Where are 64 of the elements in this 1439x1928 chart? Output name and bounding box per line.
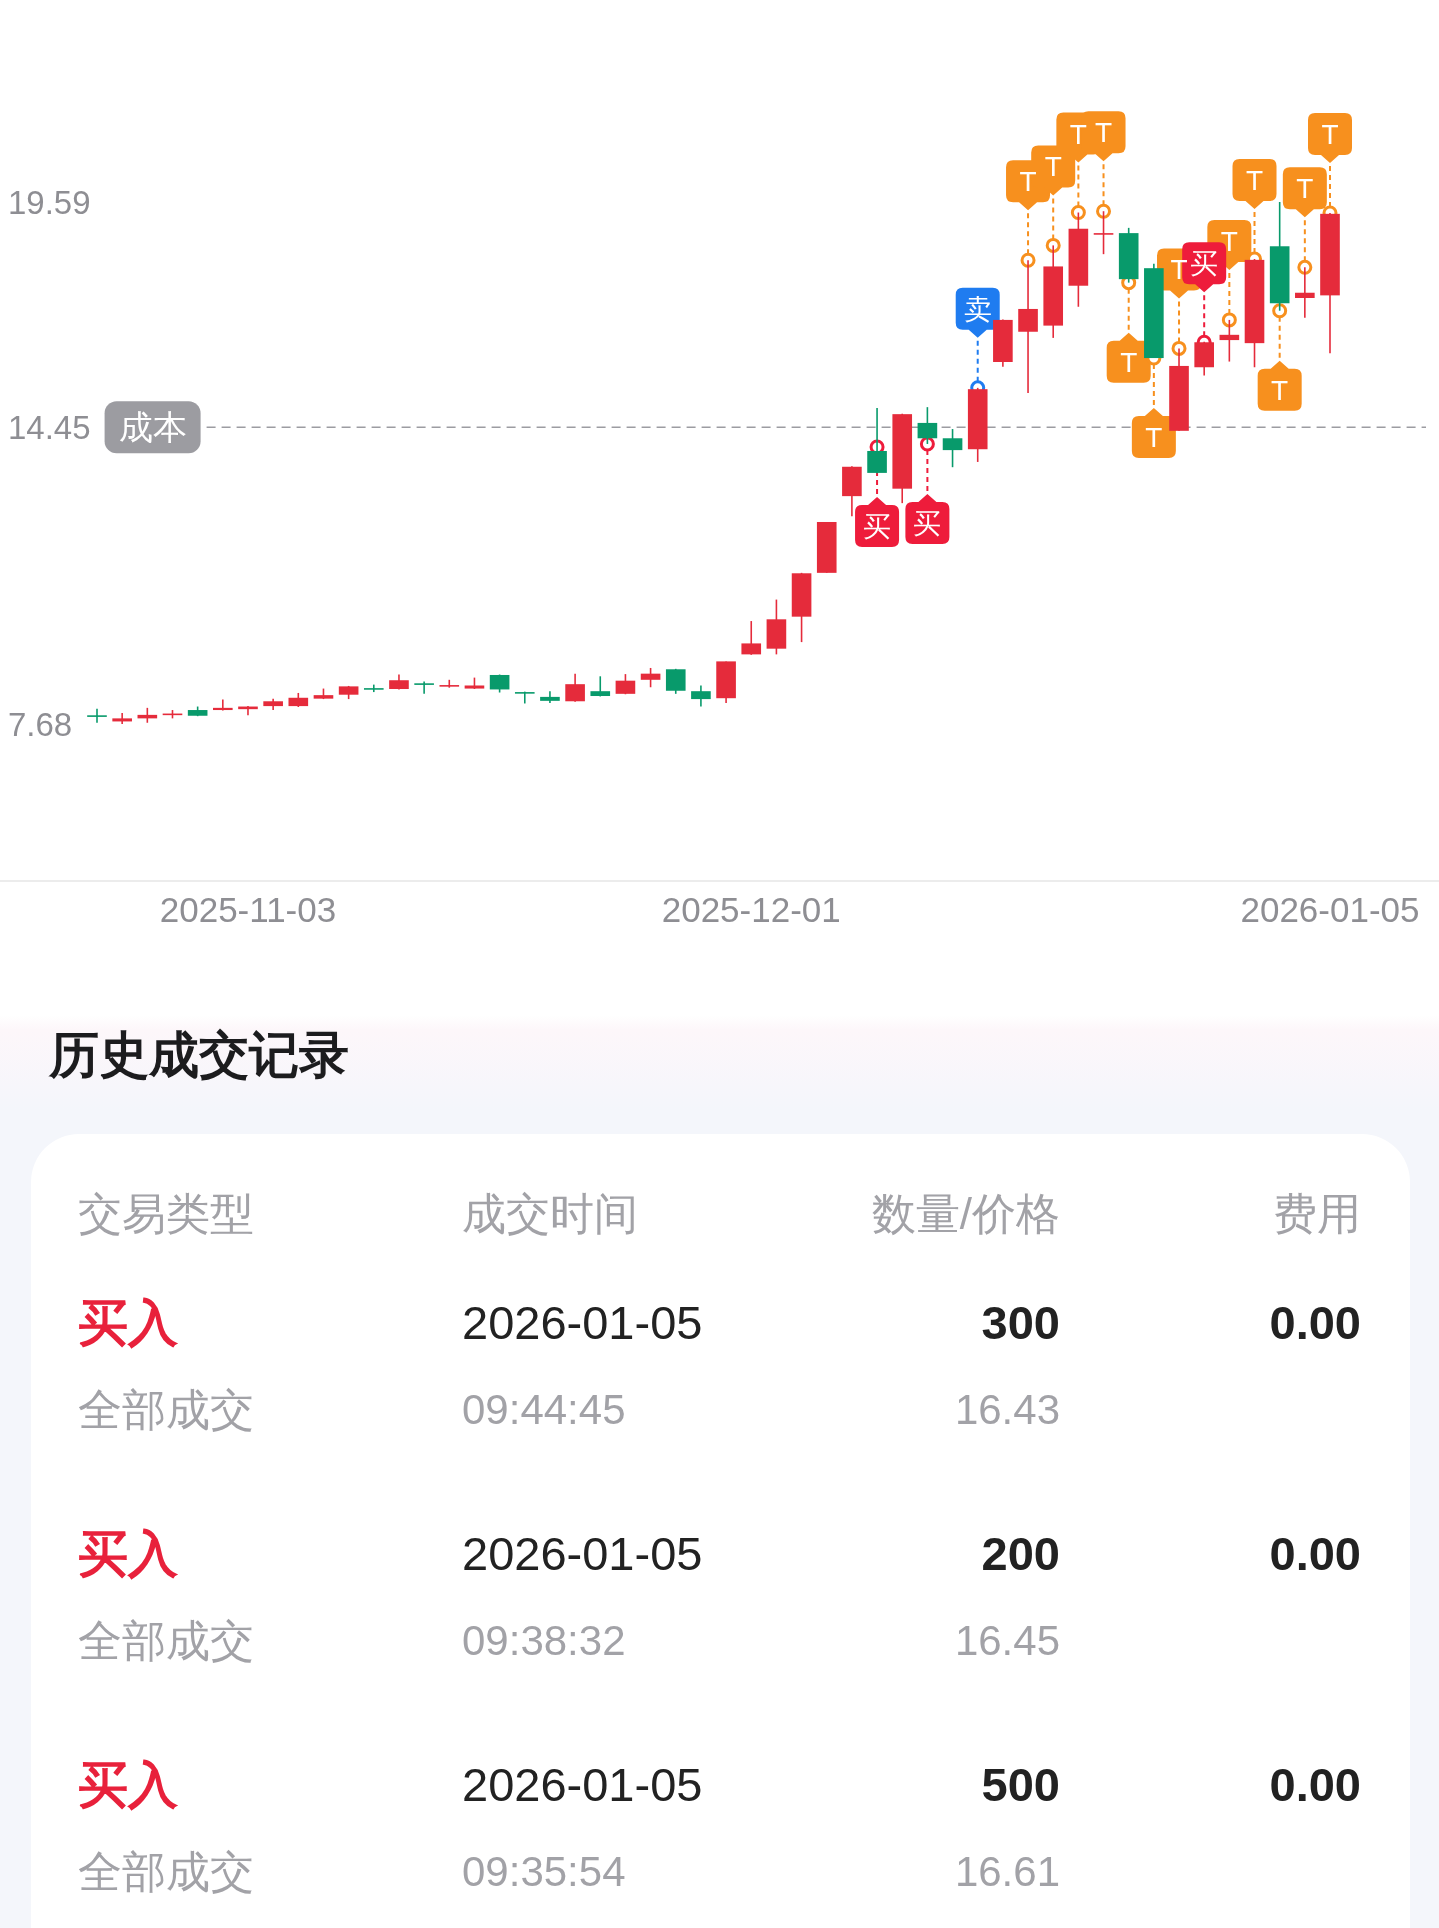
text: 买入: [78, 1294, 178, 1353]
y-tick-label: 14.45: [8, 409, 91, 447]
point: [1272, 303, 1288, 319]
text: 0.00: [1269, 1756, 1361, 1813]
candlestick: [640, 667, 661, 689]
candlestick: [514, 690, 535, 705]
text: 费用: [1273, 1187, 1361, 1240]
candlestick: [665, 668, 686, 695]
text: 16.43: [954, 1384, 1060, 1435]
text: 0.00: [1269, 1525, 1361, 1582]
text: 全部成交: [78, 1614, 254, 1667]
y-tick-label: 19.59: [8, 184, 91, 221]
candlestick: [414, 680, 434, 695]
data-label: T: [1069, 118, 1087, 150]
data-label: T: [1019, 166, 1037, 198]
x-tick-label: 2025-11-03: [159, 890, 337, 929]
text: 16.45: [954, 1615, 1060, 1666]
point: [1096, 203, 1112, 219]
point: [1070, 205, 1086, 221]
candlestick: [691, 684, 711, 708]
text: 500: [981, 1756, 1060, 1813]
text: 300: [981, 1294, 1060, 1351]
text: 全部成交: [78, 1845, 254, 1898]
y-tick-label: 7.68: [8, 706, 73, 744]
candlestick: [565, 672, 585, 703]
data-label: 卖: [963, 293, 992, 325]
data-label: T: [1296, 173, 1314, 205]
data-label: T: [1321, 118, 1339, 150]
text: 成交时间: [462, 1187, 638, 1240]
text: 0.00: [1269, 1294, 1361, 1351]
data-label: 买: [1190, 248, 1219, 280]
candlestick: [741, 620, 762, 656]
text: 历史成交记录: [49, 1026, 349, 1085]
data-label: 买: [913, 507, 942, 539]
text: 买入: [78, 1756, 178, 1815]
ref-line-label: 成本: [118, 408, 187, 447]
text: 数量/价格: [871, 1187, 1060, 1240]
candlestick: [439, 679, 460, 689]
text: 16.61: [954, 1846, 1060, 1897]
data-label: T: [1170, 254, 1188, 286]
data-label: T: [1220, 225, 1238, 257]
text: 200: [981, 1525, 1060, 1582]
data-label: T: [1245, 164, 1264, 196]
text: 09:38:32: [462, 1615, 626, 1666]
text: 全部成交: [78, 1383, 254, 1436]
text: 买入: [78, 1525, 178, 1584]
text: 2026-01-05: [462, 1756, 703, 1813]
data-label: T: [1094, 117, 1113, 149]
candlestick: [87, 707, 107, 724]
text: 09:44:45: [462, 1384, 626, 1435]
point: [1221, 312, 1237, 328]
x-tick-label: 2025-12-01: [661, 890, 841, 929]
text: 交易类型: [78, 1187, 254, 1240]
data-label: T: [1044, 151, 1062, 183]
text: 2026-01-05: [462, 1525, 703, 1582]
data-label: 买: [863, 511, 892, 543]
data-label: T: [1271, 374, 1289, 406]
data-label: T: [1145, 422, 1163, 454]
candlestick: [942, 428, 963, 468]
text: 09:35:54: [462, 1846, 626, 1897]
text: 2026-01-05: [462, 1294, 703, 1351]
data-label: T: [1120, 346, 1138, 378]
point: [919, 436, 935, 452]
x-tick-label: 2026-01-05: [1240, 890, 1420, 929]
